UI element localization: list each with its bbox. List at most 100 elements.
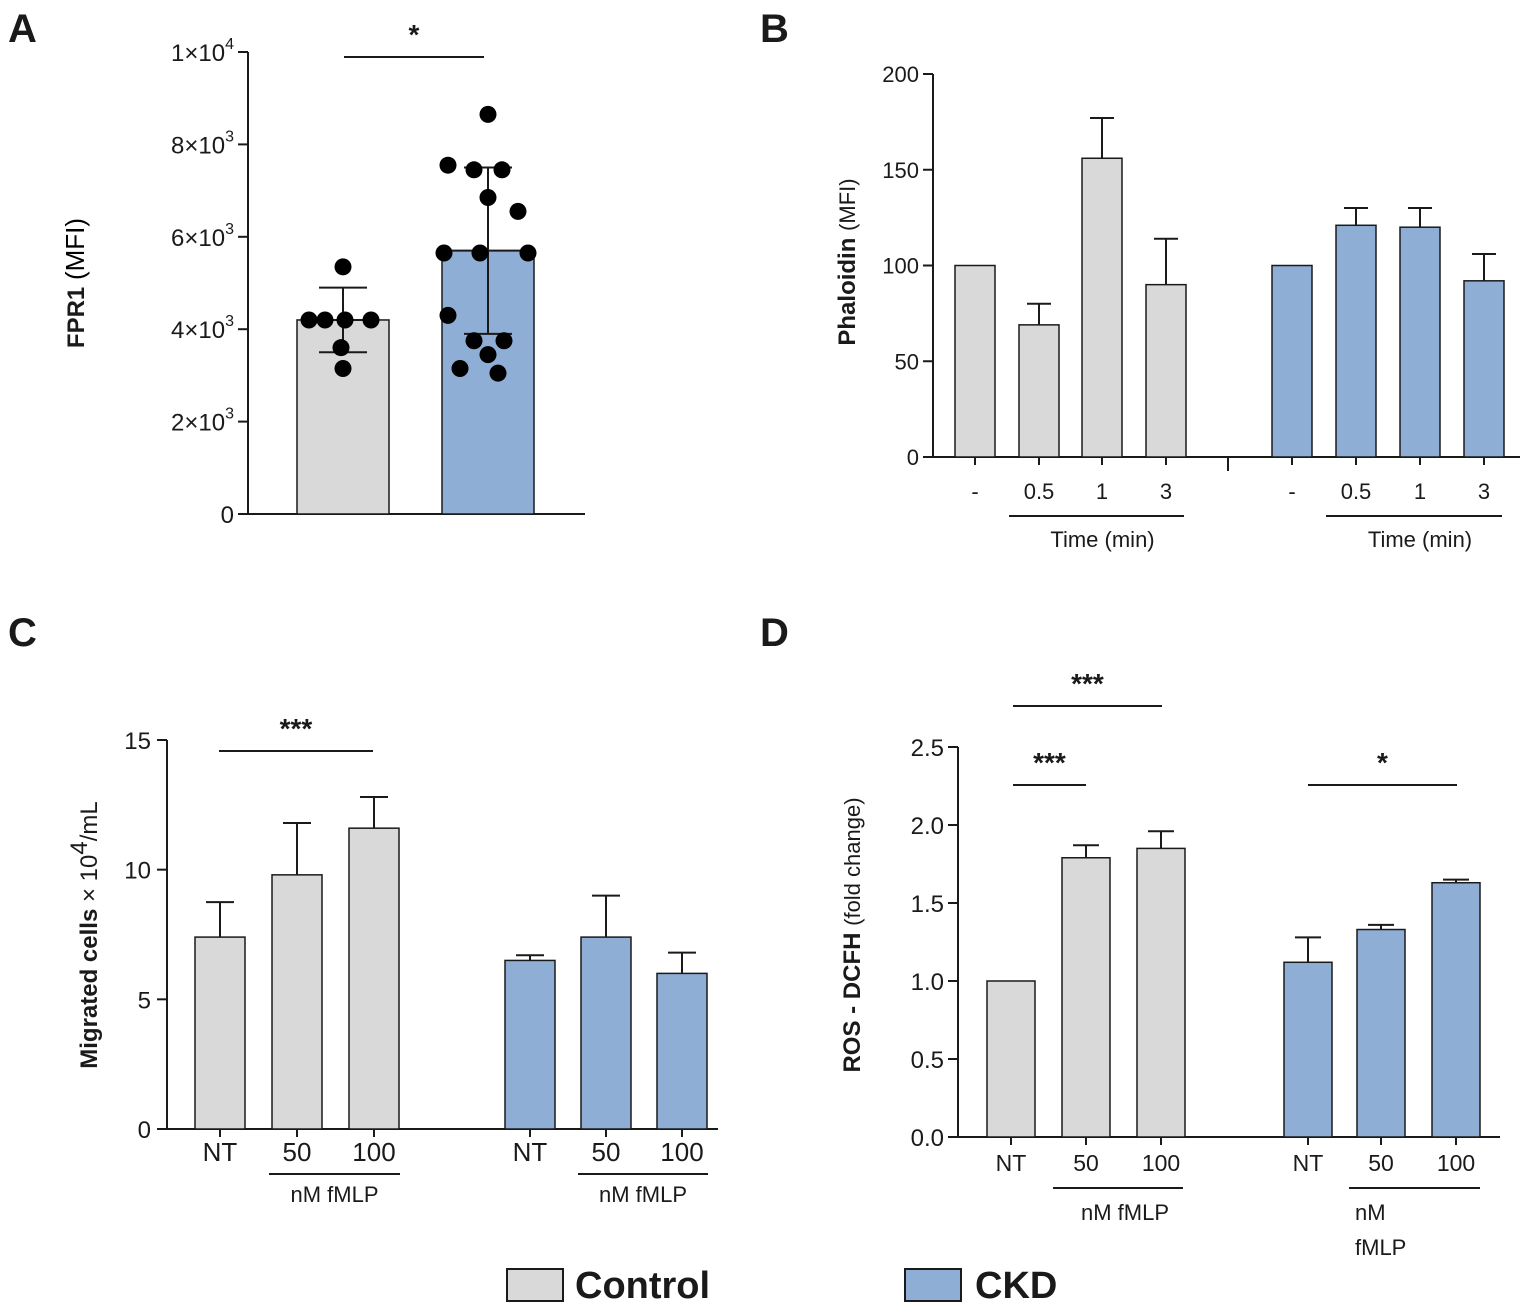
data-point-a — [471, 244, 489, 262]
data-point-a — [465, 332, 483, 350]
legend: Control CKD — [506, 1265, 1057, 1307]
panel-d-ros-chart: 0.0 0.5 1.0 1.5 2.0 2.5 NT 50 100 NT 50 100 nM fMLP n… — [839, 668, 1500, 1260]
significance-marker-d: *** — [1033, 747, 1066, 778]
data-point-a — [519, 244, 537, 262]
bar-d-ckd — [1431, 881, 1481, 1138]
y-tick-label-b: 0 — [907, 445, 919, 470]
bar-b-control — [1081, 157, 1123, 458]
y-tick-label-c: 0 — [138, 1117, 151, 1144]
y-axis-title-a: FPR1 (MFI) — [60, 218, 90, 348]
legend-ckd-swatch — [904, 1268, 962, 1302]
x-tick-label-c: 50 — [283, 1137, 312, 1167]
x-tick-label-c: 100 — [352, 1137, 395, 1167]
bar-c-ckd — [580, 936, 632, 1130]
x-tick-label-d: 100 — [1437, 1150, 1475, 1176]
y-tick-label-b: 100 — [882, 254, 919, 279]
bar-d-ckd — [1283, 961, 1333, 1138]
time-label-b: Time (min) — [1050, 527, 1154, 552]
data-point-a — [336, 311, 354, 329]
bar-b-ckd — [1399, 226, 1441, 458]
conc-label-d: nM — [1355, 1200, 1386, 1225]
x-tick-label-b: - — [971, 479, 978, 504]
data-point-a — [479, 189, 497, 207]
panel-letter-c: C — [8, 611, 37, 655]
y-tick-label-c: 15 — [124, 728, 151, 755]
conc-label-d: fMLP — [1355, 1235, 1406, 1260]
data-point-a — [439, 156, 457, 174]
legend-control-label: Control — [575, 1265, 710, 1307]
x-tick-label-c: 50 — [592, 1137, 621, 1167]
data-point-a — [509, 202, 527, 220]
conc-label-c: nM fMLP — [290, 1182, 378, 1207]
x-tick-label-b: 1 — [1096, 479, 1108, 504]
x-tick-label-b: 0.5 — [1341, 479, 1372, 504]
bar-d-control — [1136, 847, 1186, 1138]
x-tick-label-b: - — [1288, 479, 1295, 504]
data-point-a — [451, 359, 469, 377]
data-point-a — [316, 311, 334, 329]
bar-b-ckd — [1463, 280, 1505, 458]
bar-b-ckd — [1335, 224, 1377, 458]
x-tick-label-d: 50 — [1368, 1150, 1394, 1176]
x-tick-label-b: 3 — [1160, 479, 1172, 504]
bar-c-control — [271, 874, 323, 1130]
legend-control-swatch — [506, 1268, 564, 1302]
x-tick-label-b: 1 — [1414, 479, 1426, 504]
y-axis-title-b: Phaloidin (MFI) — [834, 178, 861, 345]
data-point-a — [495, 332, 513, 350]
significance-marker-a: * — [409, 19, 420, 50]
data-point-a — [332, 339, 350, 357]
data-point-a — [334, 258, 352, 276]
x-tick-label-b: 0.5 — [1024, 479, 1055, 504]
y-tick-label-a: 8×103 — [171, 128, 234, 159]
x-tick-label-b: 3 — [1478, 479, 1490, 504]
y-axis-title-c: Migrated cells × 104/mL — [66, 801, 103, 1069]
x-tick-label-d: 50 — [1073, 1150, 1099, 1176]
panel-c-migration-chart: 0 5 10 15 NT 50 100 nM fMLP NT 50 100 nM fMLP *** Mig… — [66, 713, 718, 1207]
legend-ckd-label: CKD — [975, 1265, 1057, 1307]
bar-b-control — [1018, 324, 1060, 458]
y-tick-label-b: 150 — [882, 158, 919, 183]
y-tick-label-d: 0.0 — [911, 1125, 944, 1152]
y-tick-label-b: 200 — [882, 62, 919, 87]
bar-c-ckd — [504, 959, 556, 1130]
y-tick-label-d: 2.0 — [911, 813, 944, 840]
bar-b-control — [1145, 283, 1187, 458]
y-tick-label-d: 2.5 — [911, 735, 944, 762]
data-point-a — [489, 364, 507, 382]
data-point-a — [435, 244, 453, 262]
bar-d-ckd — [1356, 928, 1406, 1138]
y-tick-label-d: 0.5 — [911, 1047, 944, 1074]
y-tick-label-b: 50 — [895, 349, 919, 374]
data-point-a — [479, 105, 497, 123]
time-label-b: Time (min) — [1368, 527, 1472, 552]
significance-marker-d: *** — [1071, 668, 1104, 699]
conc-label-d: nM fMLP — [1081, 1200, 1169, 1225]
y-tick-label-d: 1.5 — [911, 891, 944, 918]
data-point-a — [465, 161, 483, 179]
y-tick-label-a: 1×104 — [171, 36, 234, 67]
y-tick-label-a: 6×103 — [171, 221, 234, 252]
y-tick-label-a: 4×103 — [171, 313, 234, 344]
y-tick-label-a: 2×103 — [171, 406, 234, 437]
data-point-a — [493, 161, 511, 179]
data-point-a — [300, 311, 318, 329]
panel-letter-a: A — [8, 7, 37, 51]
data-point-a — [362, 311, 380, 329]
bar-c-control — [194, 936, 246, 1130]
x-tick-label-c: NT — [203, 1137, 238, 1167]
panel-a-fpr1-chart: 0 2×103 4×103 6×103 8×103 1×104 * FPR1 (MFI) — [60, 19, 585, 529]
y-axis-title-d: ROS - DCFH (fold change) — [839, 797, 866, 1072]
bar-d-control — [1061, 857, 1111, 1138]
x-tick-label-d: NT — [996, 1150, 1027, 1176]
significance-marker-d: * — [1377, 747, 1388, 778]
x-tick-label-c: 100 — [660, 1137, 703, 1167]
y-tick-label-d: 1.0 — [911, 969, 944, 996]
conc-label-c: nM fMLP — [599, 1182, 687, 1207]
bar-d-control — [986, 980, 1036, 1138]
data-point-a — [439, 306, 457, 324]
bar-b-ckd — [1271, 264, 1313, 458]
data-point-a — [334, 359, 352, 377]
bar-c-control — [348, 827, 400, 1130]
